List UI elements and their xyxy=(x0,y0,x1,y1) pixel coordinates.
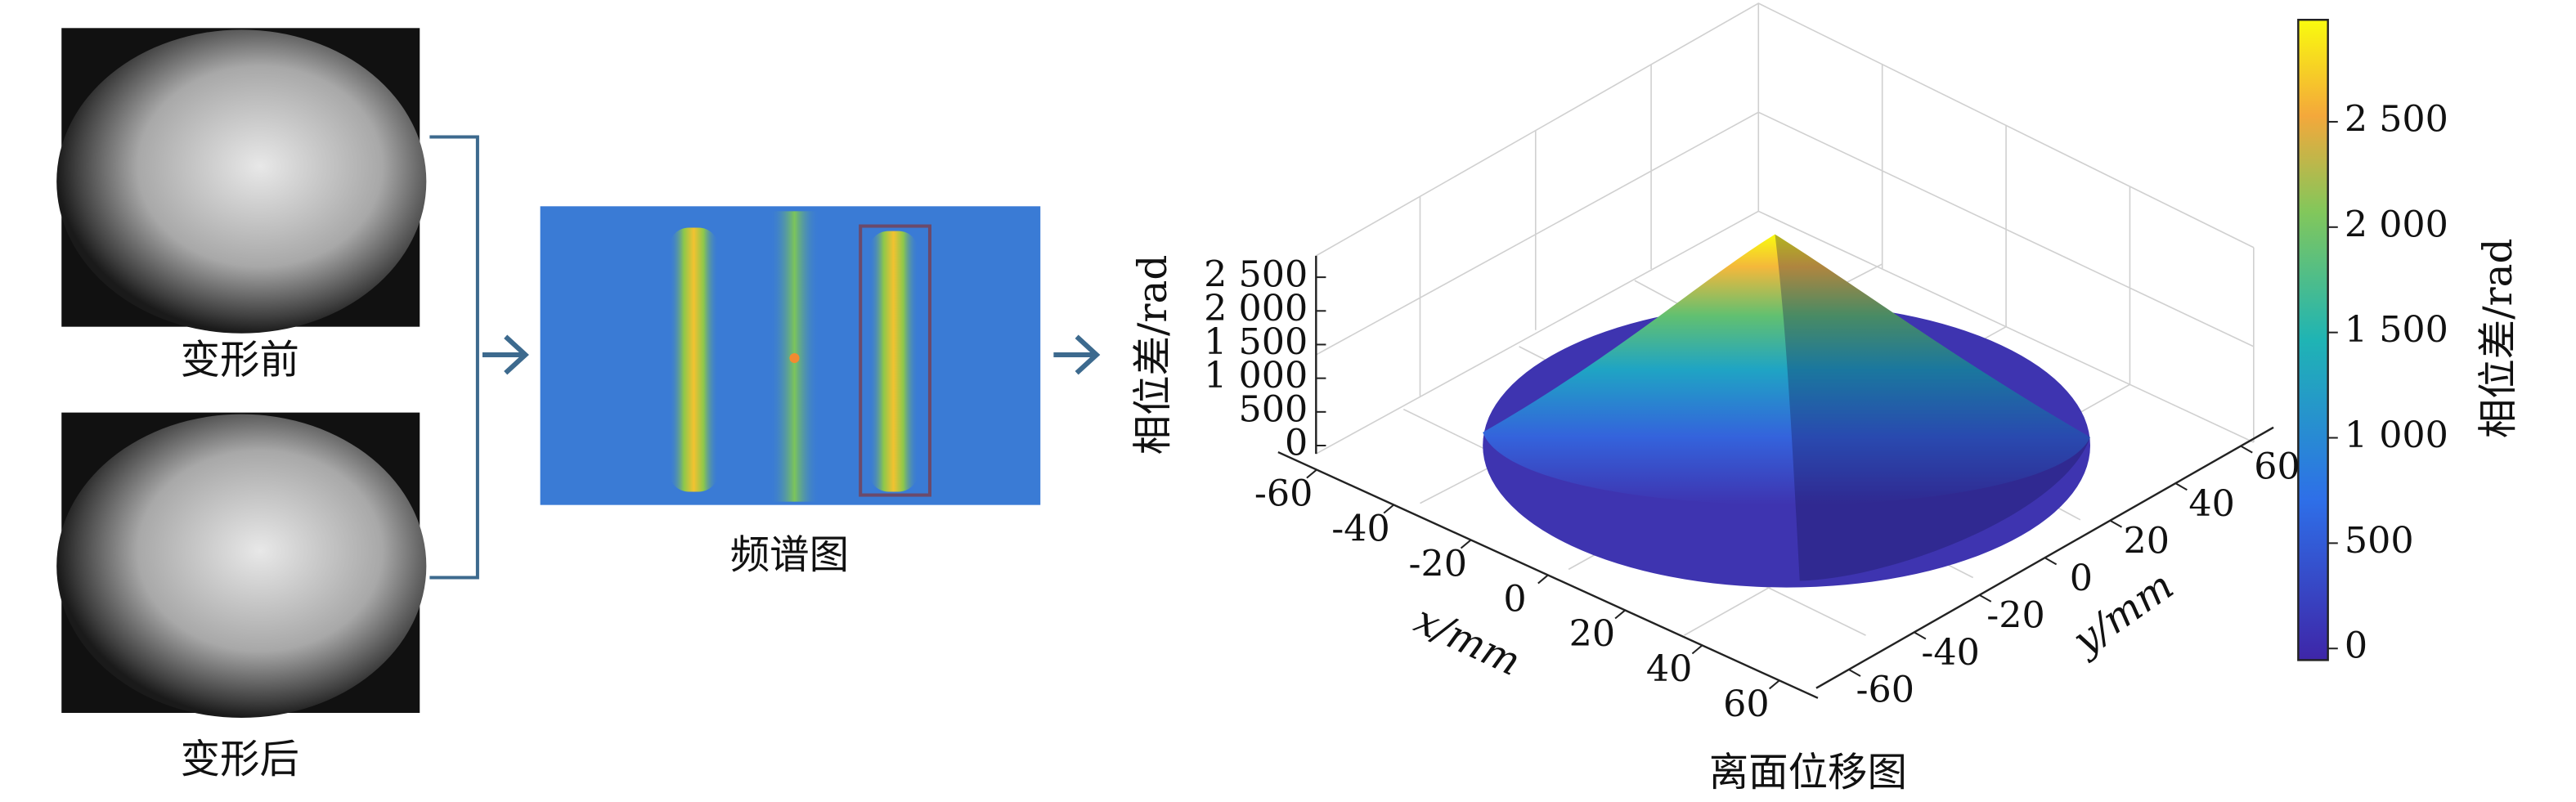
colorbar-tick-label: 1 000 xyxy=(2345,414,2448,456)
label-before: 变形前 xyxy=(181,338,299,383)
x-tick xyxy=(1614,609,1626,620)
y-tick-label: 60 xyxy=(2254,446,2300,487)
y-tick-label: -60 xyxy=(1856,670,1915,711)
y-tick xyxy=(2174,482,2188,491)
spectrum-band xyxy=(868,231,918,492)
z-tick-label: 2 500 xyxy=(1204,254,1308,296)
z-tick-label: 500 xyxy=(1238,388,1308,430)
y-tick-label: 0 xyxy=(2070,558,2093,599)
colorbar-tick-label: 0 xyxy=(2345,625,2367,667)
z-tick-label: 0 xyxy=(1285,423,1308,464)
z-tick-label: 1 000 xyxy=(1204,355,1308,397)
y-tick-label: 20 xyxy=(2124,520,2170,562)
z-tick-label: 2 000 xyxy=(1204,288,1308,329)
colorbar-tick-label: 500 xyxy=(2345,520,2414,562)
y-tick xyxy=(2240,445,2253,454)
x-tick-label: 20 xyxy=(1569,613,1616,655)
colorbar-tick-label: 2 500 xyxy=(2345,98,2448,140)
x-tick xyxy=(1769,679,1780,690)
label-spectrum: 频谱图 xyxy=(730,532,849,578)
bracket xyxy=(429,135,479,580)
x-tick xyxy=(1306,468,1317,479)
x-tick xyxy=(1537,574,1549,585)
colorbar xyxy=(2297,19,2329,661)
y-tick-label: -20 xyxy=(1986,595,2045,637)
label-after: 变形后 xyxy=(181,737,299,782)
x-tick xyxy=(1691,644,1703,655)
x-tick xyxy=(1460,539,1472,549)
plot-title: 离面位移图 xyxy=(1709,750,1907,795)
x-tick-label: -20 xyxy=(1409,543,1467,585)
surface-shade xyxy=(1775,234,2090,581)
y-tick-label: -40 xyxy=(1921,632,1980,674)
filter-window xyxy=(859,224,931,497)
x-tick-label: 0 xyxy=(1503,578,1526,620)
spectrum-band xyxy=(669,227,719,492)
z-axis-label: 相位差/rad xyxy=(1130,255,1176,455)
y-tick xyxy=(1914,631,1927,640)
x-tick-label: 60 xyxy=(1723,683,1770,725)
y-tick xyxy=(1848,669,1861,677)
x-tick-label: 40 xyxy=(1646,648,1693,690)
x-tick xyxy=(1383,504,1394,514)
y-tick xyxy=(1979,594,1992,603)
x-tick-label: -40 xyxy=(1331,508,1390,549)
colorbar-tick-label: 2 000 xyxy=(2345,204,2448,245)
spectrum-center xyxy=(789,352,800,364)
speckle-pattern xyxy=(56,29,427,334)
colorbar-tick-label: 1 500 xyxy=(2345,309,2448,351)
z-tick-label: 1 500 xyxy=(1204,321,1308,363)
y-tick xyxy=(2109,519,2122,528)
y-tick-label: 40 xyxy=(2188,483,2235,525)
arrow xyxy=(482,334,529,375)
colorbar-label: 相位差/rad xyxy=(2475,238,2521,438)
speckle-pattern xyxy=(56,414,427,719)
arrow xyxy=(1053,334,1101,375)
x-tick-label: -60 xyxy=(1254,473,1313,514)
y-tick xyxy=(2044,557,2058,566)
surface xyxy=(1483,234,2090,505)
